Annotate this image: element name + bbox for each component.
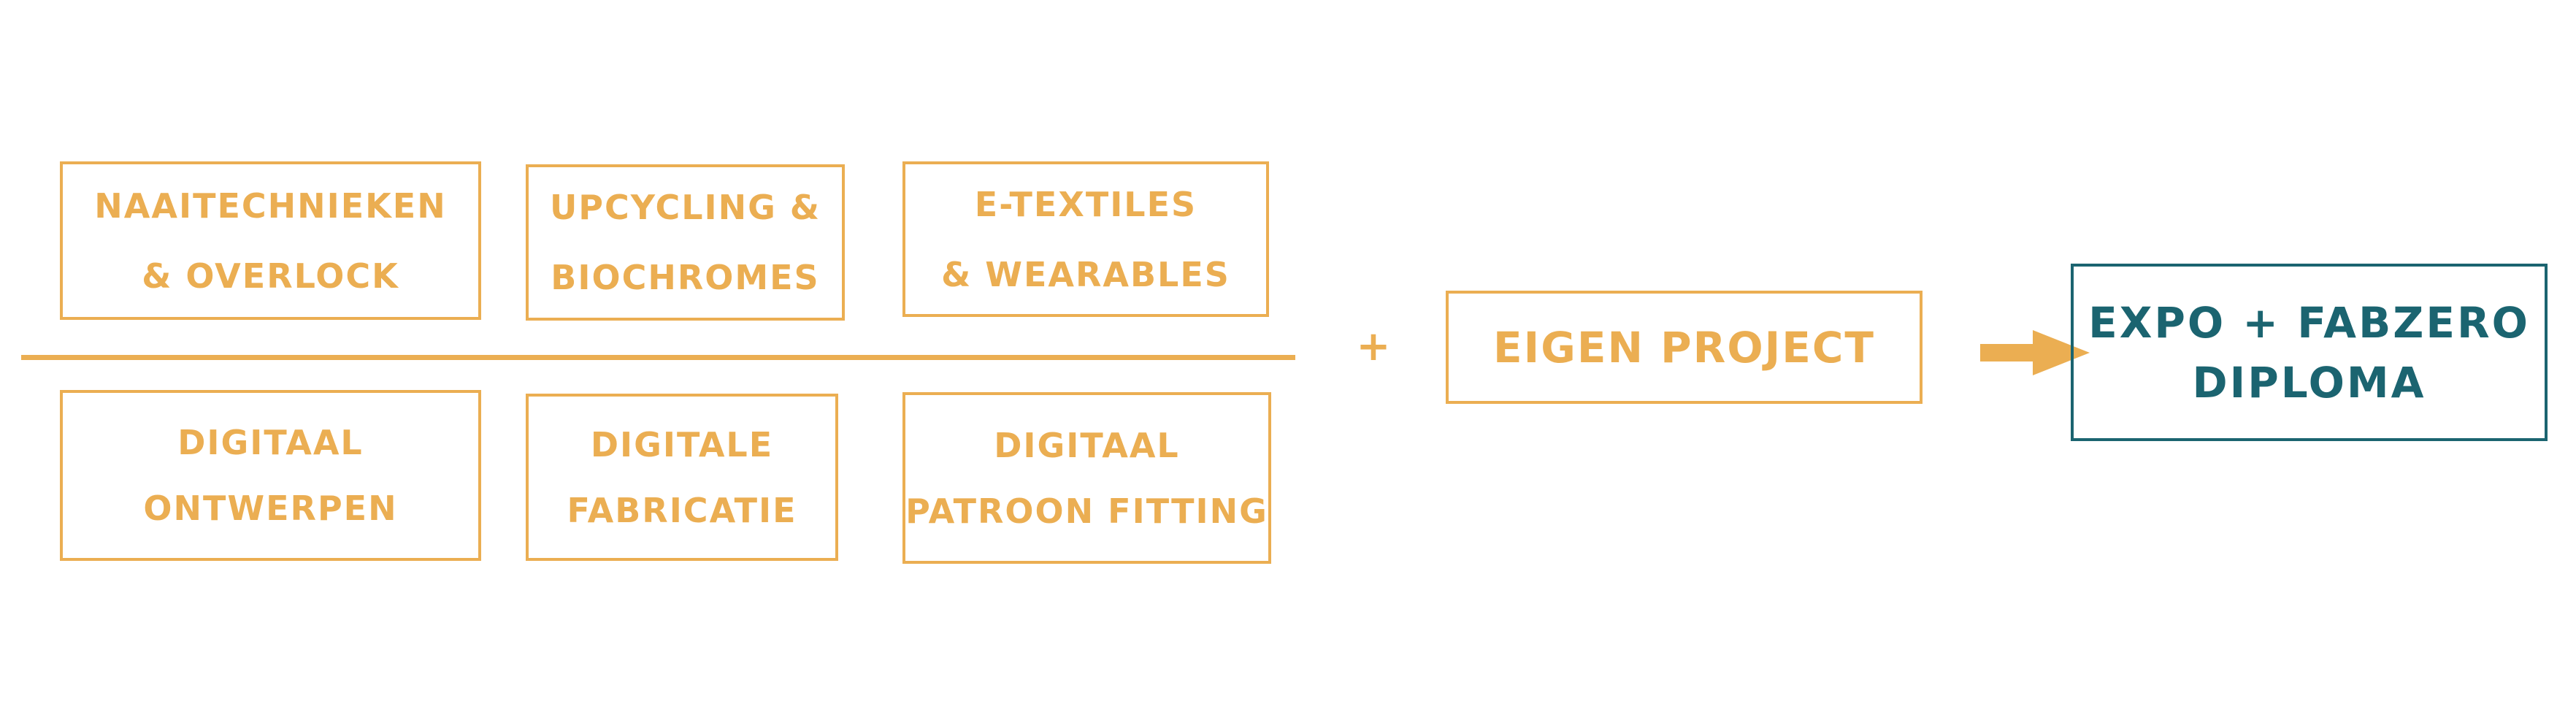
module-label-line: E-textiles — [974, 184, 1197, 224]
module-digitaal-ontwerpen: Digitaal ontwerpen — [60, 390, 481, 561]
module-label-line: & wearables — [941, 254, 1230, 294]
result-label-line: Expo + FabZero — [2088, 297, 2530, 348]
divider-line — [21, 355, 1295, 360]
module-upcycling: Upcycling & biochromes — [526, 164, 845, 321]
module-etextiles: E-textiles & wearables — [902, 161, 1269, 317]
result-expo-diploma: Expo + FabZero diploma — [2071, 264, 2548, 441]
module-label-line: & overlock — [142, 256, 399, 296]
module-label-line: Digitaal — [177, 423, 364, 462]
module-label-line: Naaitechnieken — [94, 185, 447, 226]
module-label-line: fabricatie — [567, 490, 797, 530]
module-label-line: ontwerpen — [143, 489, 398, 528]
module-digitale-fabricatie: Digitale fabricatie — [526, 394, 838, 561]
result-label-line: diploma — [2192, 357, 2426, 408]
module-label-line: biochromes — [551, 258, 820, 297]
plus-sign: + — [1356, 323, 1391, 370]
arrow-right-icon — [1980, 330, 2090, 375]
module-patroon-fitting: Digitaal patroon fitting — [902, 392, 1271, 564]
module-eigen-project: Eigen project — [1446, 291, 1923, 404]
module-label-line: Upcycling & — [549, 188, 821, 227]
module-label-line: Eigen project — [1493, 322, 1875, 372]
module-label-line: patroon fitting — [905, 491, 1268, 531]
module-label-line: Digitaal — [994, 425, 1180, 465]
module-label-line: Digitale — [590, 424, 774, 464]
module-naaitechnieken: Naaitechnieken & overlock — [60, 161, 481, 320]
